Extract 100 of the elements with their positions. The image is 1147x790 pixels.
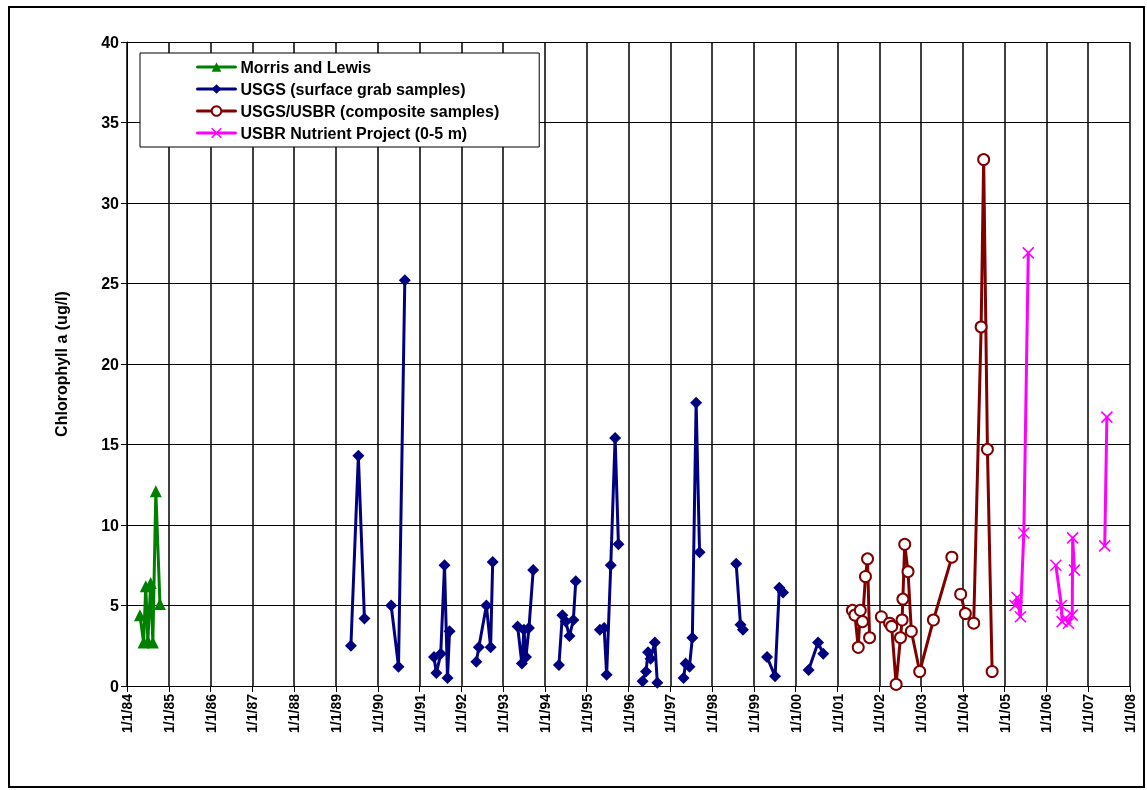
point xyxy=(926,613,940,627)
point xyxy=(851,640,865,654)
legend-label: Morris and Lewis xyxy=(240,58,372,76)
point xyxy=(769,670,782,683)
point xyxy=(977,153,991,167)
point xyxy=(980,442,994,456)
point xyxy=(863,631,877,645)
point xyxy=(812,636,825,649)
point xyxy=(1068,563,1081,577)
x-tick-label: 1/1/88 xyxy=(286,693,303,733)
x-tick-label: 1/1/92 xyxy=(453,693,470,733)
x-tick-label: 1/1/95 xyxy=(578,693,595,733)
x-tick-label: 1/1/06 xyxy=(1038,693,1055,733)
point xyxy=(358,612,371,625)
x-tick-label: 1/1/86 xyxy=(202,693,219,733)
point xyxy=(1062,616,1075,630)
point xyxy=(896,592,910,606)
point xyxy=(730,557,743,570)
x-tick-label: 1/1/04 xyxy=(954,693,971,733)
point xyxy=(472,641,485,654)
x-tick-label: 1/1/07 xyxy=(1080,693,1097,733)
y-tick-label: 5 xyxy=(110,597,120,614)
point xyxy=(861,552,875,566)
point xyxy=(985,665,999,679)
point xyxy=(858,570,872,584)
point xyxy=(1066,531,1079,545)
point xyxy=(898,537,912,551)
y-tick-label: 35 xyxy=(101,114,120,131)
point xyxy=(1065,608,1079,622)
point xyxy=(484,641,497,654)
x-tick-label: 1/1/01 xyxy=(829,693,846,733)
x-tick-label: 1/1/85 xyxy=(160,693,177,733)
point xyxy=(1055,599,1068,612)
point xyxy=(430,667,443,680)
point xyxy=(612,538,625,551)
point xyxy=(443,625,456,638)
point xyxy=(640,665,653,678)
y-tick-label: 15 xyxy=(101,436,120,453)
legend-label: USBR Nutrient Project (0-5 m) xyxy=(240,124,468,142)
x-tick-label: 1/1/91 xyxy=(411,693,428,733)
y-tick-label: 20 xyxy=(101,355,120,373)
point xyxy=(398,274,411,287)
x-tick-label: 1/1/94 xyxy=(536,693,553,733)
point xyxy=(1049,558,1063,572)
point xyxy=(901,565,915,579)
point xyxy=(385,599,398,612)
point xyxy=(889,677,903,691)
y-tick-label: 25 xyxy=(101,275,120,292)
point xyxy=(636,675,649,688)
point xyxy=(1098,539,1112,553)
x-tick-label: 1/1/84 xyxy=(119,693,135,733)
point xyxy=(904,624,918,638)
point xyxy=(1055,615,1069,628)
y-tick-label: 10 xyxy=(101,516,120,534)
point xyxy=(874,610,888,624)
point xyxy=(958,607,972,621)
point xyxy=(945,550,959,564)
legend-label: USGS/USBR (composite samples) xyxy=(240,102,500,120)
point xyxy=(761,651,774,664)
point xyxy=(1014,610,1027,624)
y-tick-label: 40 xyxy=(101,33,120,51)
x-tick-label: 1/1/00 xyxy=(787,693,804,733)
x-tick-label: 1/1/08 xyxy=(1122,693,1138,733)
point xyxy=(853,603,867,617)
x-tick-label: 1/1/87 xyxy=(244,693,261,733)
point xyxy=(967,616,981,630)
point xyxy=(954,587,968,601)
y-tick-label: 30 xyxy=(101,194,120,212)
point xyxy=(1017,526,1031,540)
x-tick-label: 1/1/96 xyxy=(620,693,637,733)
point xyxy=(802,663,815,676)
x-tick-label: 1/1/90 xyxy=(369,693,386,733)
point xyxy=(856,615,869,629)
legend-label: USGS (surface grab samples) xyxy=(240,80,466,98)
x-tick-label: 1/1/98 xyxy=(704,693,721,733)
point xyxy=(434,647,447,660)
point xyxy=(149,485,162,498)
point xyxy=(352,449,365,462)
point xyxy=(817,647,830,660)
point xyxy=(690,396,703,409)
point xyxy=(569,575,582,588)
point xyxy=(677,671,690,684)
x-tick-label: 1/1/05 xyxy=(996,693,1013,733)
point xyxy=(470,655,483,668)
point xyxy=(567,613,580,626)
point xyxy=(552,659,565,672)
y-tick-label: 0 xyxy=(110,677,120,695)
point xyxy=(893,631,907,645)
point xyxy=(651,676,664,689)
point xyxy=(974,320,988,334)
x-tick-label: 1/1/02 xyxy=(871,693,888,733)
y-axis-title: Chlorophyll a (ug/l) xyxy=(52,291,70,437)
x-tick-label: 1/1/03 xyxy=(913,693,930,733)
point xyxy=(913,665,927,679)
x-tick-label: 1/1/99 xyxy=(745,693,762,733)
point xyxy=(344,639,357,652)
point xyxy=(895,613,909,627)
point xyxy=(1021,246,1035,260)
x-tick-label: 1/1/93 xyxy=(495,693,512,733)
x-tick-label: 1/1/89 xyxy=(328,693,345,733)
